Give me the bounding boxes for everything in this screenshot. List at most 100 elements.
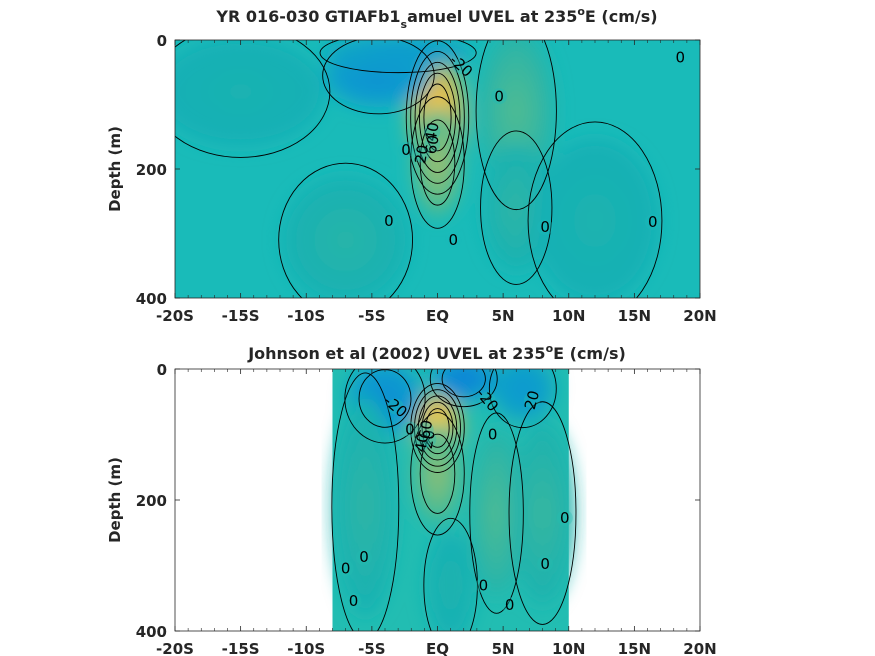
y-tick-label: 0 (157, 361, 167, 379)
x-tick-label: 15N (618, 640, 651, 656)
contour-label: 40 (422, 121, 443, 143)
velocity-cell (509, 97, 523, 125)
x-tick-label: -20S (156, 307, 194, 325)
y-axis-label: Depth (m) (106, 126, 124, 212)
y-axis-label: Depth (m) (106, 457, 124, 543)
contour-line (322, 40, 435, 115)
x-tick-label: -20S (156, 640, 194, 656)
x-tick-label: -5S (358, 307, 385, 325)
contour-label-halo (401, 421, 418, 438)
velocity-cell (458, 375, 469, 383)
contour-line (508, 401, 577, 625)
contour-label: 0 (505, 596, 515, 614)
contour-label: 0 (479, 576, 489, 594)
x-tick-label: EQ (426, 640, 449, 656)
contour-label: 0 (540, 218, 550, 236)
contour-label-halo (413, 434, 430, 451)
contour-label-halo (491, 88, 508, 105)
contour-label-halo (413, 146, 430, 163)
contour-label: 0 (540, 555, 550, 573)
velocity-cell (537, 497, 548, 529)
x-tick-label: -15S (222, 307, 260, 325)
contour-label-halo (672, 49, 689, 66)
contour-label-halo (484, 426, 501, 443)
contour-label: 0 (384, 212, 394, 230)
contour-label: 0 (488, 426, 498, 444)
contour-line (419, 72, 456, 163)
contour-label-halo (420, 431, 437, 448)
contour-line (421, 401, 454, 455)
contour-line (410, 96, 465, 229)
contour-line (423, 517, 478, 631)
contour-line (488, 369, 557, 429)
contour-label-halo (501, 597, 518, 614)
contour-label: 20 (521, 388, 543, 411)
contour-label: 0 (676, 49, 686, 67)
contour-line (410, 382, 465, 473)
x-tick-label: 10N (552, 307, 585, 325)
velocity-cell (385, 50, 411, 56)
x-tick-label: 5N (492, 307, 515, 325)
contour-line (414, 61, 461, 173)
contour-label-halo (475, 577, 492, 594)
contour-line (480, 130, 553, 285)
contour-label: 0 (401, 141, 411, 159)
contour-label-halo (445, 232, 462, 249)
model-panel: YR 016-030 GTIAFb1samuel UVEL at 235oE (… (106, 5, 717, 325)
contour-label-halo (424, 123, 441, 140)
contour-line (410, 412, 465, 536)
contour-line (527, 121, 663, 298)
contour-line (441, 369, 486, 398)
velocity-cell (226, 82, 255, 101)
contour-label: 0 (494, 87, 504, 105)
contour-line (429, 369, 498, 408)
contour-label-halo (398, 141, 414, 158)
y-tick-label: 200 (136, 492, 167, 510)
panel-title: YR 016-030 GTIAFb1samuel UVEL at 235oE (… (215, 5, 657, 31)
velocity-cell (584, 207, 606, 235)
contour-line (344, 369, 426, 444)
contour-label-halo (537, 555, 554, 572)
contour-label-halo (387, 398, 404, 415)
x-tick-label: -10S (287, 640, 325, 656)
contour-label-halo (337, 560, 354, 577)
contour-label-halo (424, 136, 441, 153)
y-tick-label: 0 (157, 32, 167, 50)
contour-label-halo (644, 214, 661, 231)
contour-label-halo (537, 219, 554, 236)
contour-label: 0 (405, 421, 415, 439)
velocity-cell (433, 465, 442, 483)
velocity-cell (335, 229, 357, 251)
contour-line (419, 119, 456, 206)
velocity-cell (360, 488, 371, 525)
x-tick-label: EQ (426, 307, 449, 325)
contour-line (331, 372, 400, 631)
contour-line (475, 40, 557, 211)
contour-line (423, 83, 452, 152)
contour-lines (331, 369, 577, 631)
contour-line (419, 433, 456, 514)
contour-label: 0 (448, 231, 458, 249)
contour-label: 60 (422, 134, 443, 156)
contour-label: 0 (359, 548, 369, 566)
x-tick-label: -10S (287, 307, 325, 325)
y-tick-label: 200 (136, 161, 167, 179)
velocity-cell (369, 70, 388, 81)
velocity-cell (510, 197, 522, 219)
x-tick-label: 20N (683, 307, 716, 325)
x-tick-label: 20N (683, 640, 716, 656)
contour-label-halo (356, 549, 372, 566)
x-tick-label: -15S (222, 640, 260, 656)
contour-label-halo (556, 509, 573, 526)
x-tick-label: 10N (552, 640, 585, 656)
x-tick-label: -5S (358, 640, 385, 656)
contour-label-halo (417, 421, 434, 438)
observation-panel: Johnson et al (2002) UVEL at 235oE (cm/s… (106, 342, 717, 656)
contour-line (425, 408, 450, 448)
contour-line (469, 412, 524, 614)
contour-line (410, 51, 465, 184)
velocity-field (175, 40, 700, 298)
contour-label-halo (453, 57, 470, 74)
